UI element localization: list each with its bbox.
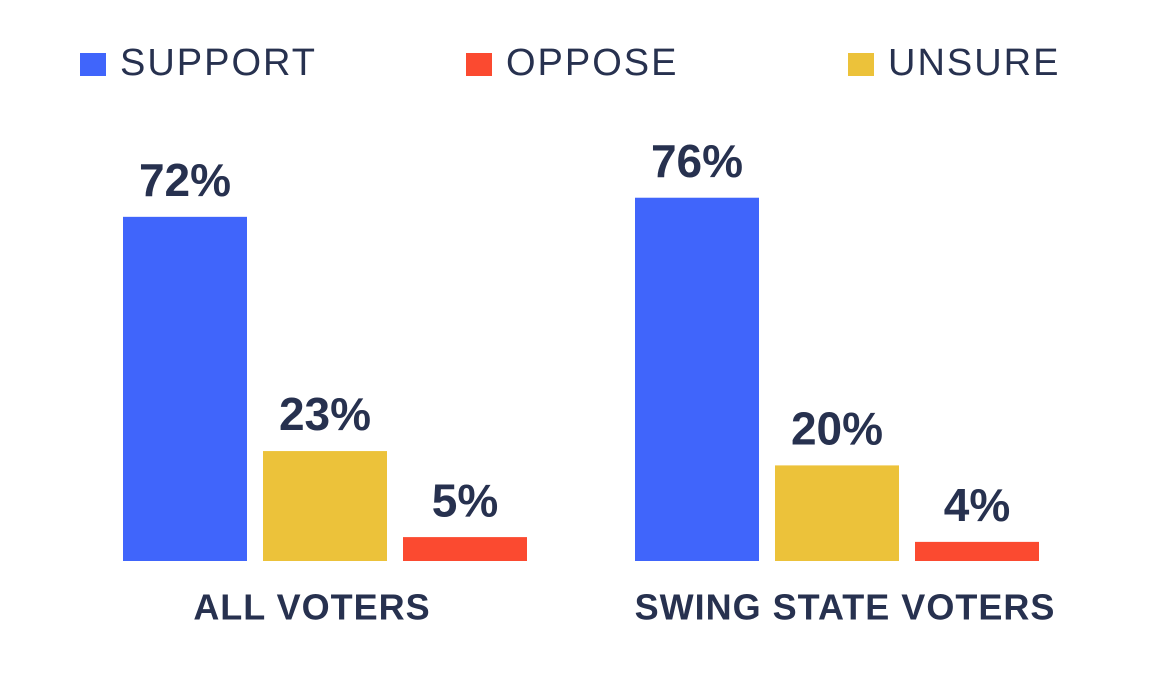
legend-swatch bbox=[466, 53, 492, 76]
legend-swatch bbox=[848, 53, 874, 76]
value-label: 72% bbox=[139, 154, 231, 206]
legend-swatch bbox=[80, 53, 106, 76]
legend-label: SUPPORT bbox=[120, 42, 317, 84]
value-label: 4% bbox=[944, 479, 1010, 531]
bar bbox=[635, 197, 759, 561]
bar bbox=[775, 465, 899, 561]
value-label: 5% bbox=[432, 474, 498, 526]
legend-label: UNSURE bbox=[888, 42, 1060, 84]
bar bbox=[263, 451, 387, 561]
value-label: 23% bbox=[279, 388, 371, 440]
bar bbox=[403, 537, 527, 561]
value-label: 76% bbox=[651, 135, 743, 187]
value-label: 20% bbox=[791, 403, 883, 455]
category-label: SWING STATE VOTERS bbox=[635, 587, 1056, 628]
bar bbox=[123, 216, 247, 561]
category-label: ALL VOTERS bbox=[193, 587, 430, 628]
bar bbox=[915, 541, 1039, 561]
legend-label: OPPOSE bbox=[506, 42, 679, 84]
